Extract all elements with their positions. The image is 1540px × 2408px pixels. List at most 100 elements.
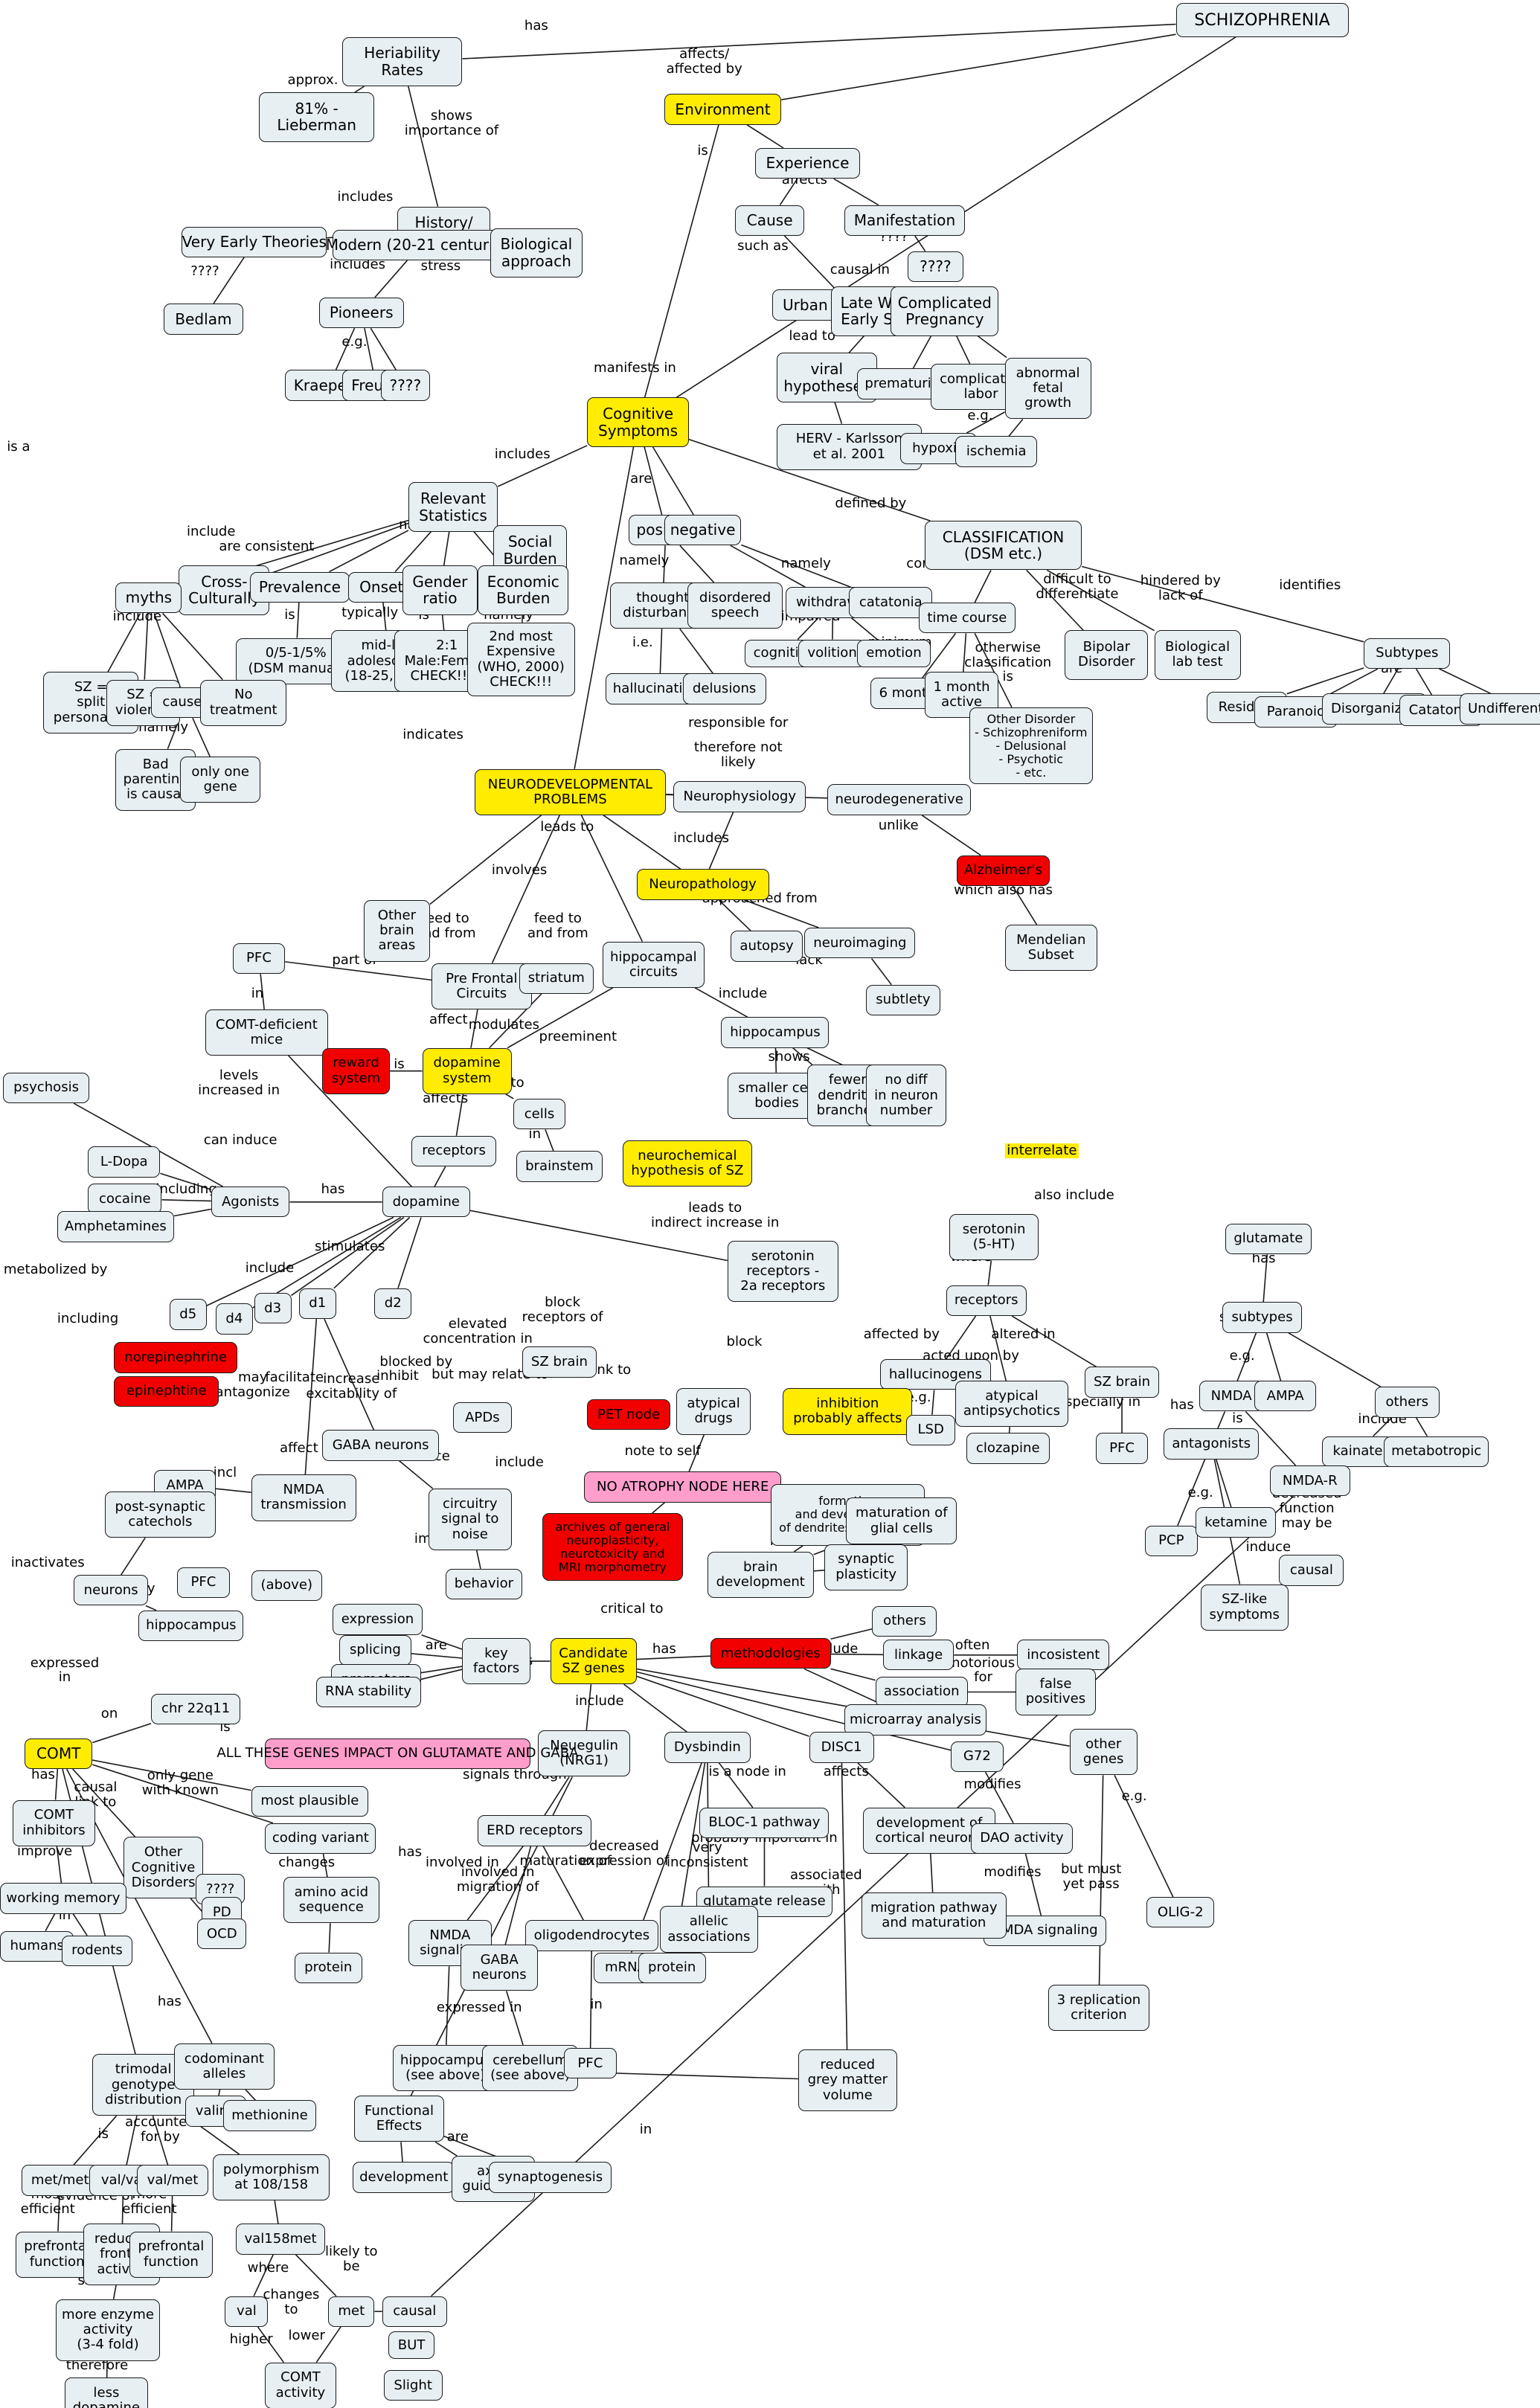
concept-node-functionaleffects[interactable]: Functional Effects	[354, 2096, 444, 2142]
concept-node-neurodev[interactable]: NEURODEVELOPMENTAL PROBLEMS	[475, 768, 666, 815]
concept-node-met[interactable]: met	[328, 2296, 375, 2327]
concept-node-circuitrysn[interactable]: circuitry signal to noise	[428, 1489, 512, 1550]
concept-node-development[interactable]: development	[353, 2162, 455, 2193]
concept-node-schizophrenia[interactable]: SCHIZOPHRENIA	[1175, 3, 1349, 37]
concept-node-above[interactable]: (above)	[251, 1570, 322, 1602]
concept-node-complicpreg[interactable]: Complicated Pregnancy	[891, 286, 999, 336]
concept-node-neuroimaging[interactable]: neuroimaging	[804, 928, 916, 959]
concept-node-norepinephrine[interactable]: norepinephrine	[114, 1342, 237, 1373]
concept-node-chr22q11[interactable]: chr 22q11	[151, 1693, 241, 1724]
concept-node-szlikesym[interactable]: SZ-like symptoms	[1200, 1584, 1289, 1631]
concept-node-disorderedspeech[interactable]: disordered speech	[687, 582, 783, 629]
concept-node-comtactivity[interactable]: COMT activity	[265, 2362, 336, 2408]
concept-node-atypicaldrugs[interactable]: atypical drugs	[676, 1388, 751, 1435]
concept-node-prefrontalfunc2[interactable]: prefrontal function	[129, 2231, 213, 2278]
concept-node-allelicassoc[interactable]: allelic associations	[659, 1906, 759, 1953]
concept-node-catatonia[interactable]: catatonia	[849, 587, 933, 618]
concept-node-val[interactable]: val	[225, 2296, 269, 2327]
concept-node-environment[interactable]: Environment	[664, 94, 782, 125]
concept-node-metabotropic[interactable]: metabotropic	[1384, 1436, 1489, 1468]
concept-node-dopaminesystem[interactable]: dopamine system	[422, 1047, 512, 1094]
concept-node-cognitivesym[interactable]: Cognitive Symptoms	[587, 397, 689, 447]
concept-node-hippocampalcirc[interactable]: hippocampal circuits	[602, 941, 705, 988]
concept-node-brainstem[interactable]: brainstem	[516, 1151, 603, 1182]
concept-node-agonists[interactable]: Agonists	[211, 1187, 290, 1218]
concept-node-negative[interactable]: negative	[664, 514, 742, 546]
concept-node-migrationpath[interactable]: migration pathway and maturation	[861, 1892, 1007, 1939]
concept-node-ldopa[interactable]: L-Dopa	[88, 1146, 161, 1178]
concept-node-workingmemory[interactable]: working memory	[0, 1883, 126, 1914]
concept-node-codingvariant[interactable]: coding variant	[265, 1823, 376, 1854]
concept-node-onlyonegene[interactable]: only one gene	[180, 757, 261, 803]
concept-node-others_meth[interactable]: others	[872, 1605, 937, 1637]
concept-node-oligodendrocytes[interactable]: oligodendrocytes	[525, 1920, 658, 1951]
concept-node-methodologies[interactable]: methodologies	[710, 1638, 831, 1669]
concept-node-otherdisorder[interactable]: Other Disorder - Schizophreniform - Delu…	[969, 707, 1093, 785]
concept-node-bloc1[interactable]: BLOC-1 pathway	[699, 1807, 830, 1839]
concept-node-amphetamines[interactable]: Amphetamines	[57, 1211, 175, 1242]
concept-node-kainate[interactable]: kainate	[1322, 1436, 1393, 1468]
concept-node-pioneers[interactable]: Pioneers	[318, 297, 404, 329]
concept-node-dopamine[interactable]: dopamine	[382, 1187, 470, 1218]
concept-node-daoactivity[interactable]: DAO activity	[971, 1823, 1073, 1854]
concept-node-myths[interactable]: myths	[115, 582, 182, 614]
concept-node-codominant[interactable]: codominant alleles	[174, 2043, 275, 2090]
concept-node-bioapproach[interactable]: Biological approach	[490, 228, 583, 277]
concept-node-smallercell[interactable]: smaller cell bodies	[727, 1072, 827, 1119]
concept-node-methionine[interactable]: methionine	[223, 2100, 316, 2131]
concept-node-polymorphism[interactable]: polymorphism at 108/158	[212, 2154, 330, 2201]
concept-node-rewardsystem[interactable]: reward system	[321, 1047, 391, 1094]
concept-node-linkage[interactable]: linkage	[882, 1640, 955, 1671]
concept-node-archives[interactable]: archives of general neuroplasticity, neu…	[542, 1513, 683, 1582]
concept-node-relevantstats[interactable]: Relevant Statistics	[408, 482, 498, 532]
concept-node-metmet[interactable]: met/met	[22, 2165, 99, 2196]
concept-node-othergenes[interactable]: other genes	[1069, 1729, 1138, 1776]
concept-node-slight[interactable]: Slight	[383, 2369, 443, 2401]
concept-node-abnormalfetal[interactable]: abnormal fetal growth	[1004, 357, 1091, 420]
concept-node-experience[interactable]: Experience	[755, 147, 860, 179]
concept-node-genderratio[interactable]: Gender ratio	[402, 565, 478, 615]
concept-node-inhibition[interactable]: inhibition probably affects	[783, 1388, 913, 1435]
concept-node-apds[interactable]: APDs	[453, 1402, 512, 1433]
concept-node-nodiffneuron[interactable]: no diff in neuron number	[866, 1065, 946, 1127]
concept-node-aminoacid[interactable]: amino acid sequence	[283, 1877, 379, 1924]
concept-node-serotonin[interactable]: serotonin (5-HT)	[949, 1214, 1039, 1261]
concept-node-expression[interactable]: expression	[333, 1604, 423, 1635]
concept-node-mendelian[interactable]: Mendelian Subset	[1004, 924, 1097, 972]
concept-node-biolabtest[interactable]: Biological lab test	[1154, 630, 1241, 680]
concept-node-threerep[interactable]: 3 replication criterion	[1047, 1985, 1150, 2032]
concept-node-classification[interactable]: CLASSIFICATION (DSM etc.)	[924, 521, 1082, 571]
concept-node-nmdatrans[interactable]: NMDA transmission	[251, 1474, 356, 1521]
concept-node-prefrontalcirc[interactable]: Pre Frontal Circuits	[431, 963, 532, 1009]
concept-node-pfc_ser[interactable]: PFC	[1095, 1433, 1149, 1464]
concept-node-neurons_bl[interactable]: neurons	[74, 1575, 148, 1606]
concept-node-bipolar[interactable]: Bipolar Disorder	[1065, 630, 1149, 680]
concept-node-comt[interactable]: COMT	[25, 1738, 93, 1770]
concept-node-petnode[interactable]: PET node	[587, 1399, 671, 1431]
concept-node-allgenes[interactable]: ALL THESE GENES IMPACT ON GLUTAMATE AND …	[216, 1738, 579, 1770]
concept-node-humans[interactable]: humans	[0, 1930, 74, 1962]
concept-node-prevalence[interactable]: Prevalence	[249, 571, 350, 603]
concept-node-but[interactable]: BUT	[388, 2331, 435, 2360]
concept-node-hippocampus_bl[interactable]: hippocampus	[138, 1610, 244, 1642]
concept-node-d4[interactable]: d4	[216, 1303, 253, 1335]
concept-node-synaptogenesis[interactable]: synaptogenesis	[488, 2162, 612, 2193]
concept-node-maturationglial[interactable]: maturation of glial cells	[846, 1497, 957, 1544]
concept-node-comtinhibitors[interactable]: COMT inhibitors	[12, 1799, 96, 1846]
concept-node-d2[interactable]: d2	[374, 1288, 412, 1320]
concept-node-antagonists[interactable]: antagonists	[1163, 1428, 1260, 1460]
concept-node-subtypes_glu[interactable]: subtypes	[1222, 1302, 1303, 1333]
concept-node-modern[interactable]: Modern (20-21 centuries)	[326, 229, 516, 261]
concept-node-causal_bot[interactable]: causal	[382, 2296, 447, 2327]
concept-node-keyfactors[interactable]: key factors	[462, 1638, 530, 1685]
concept-node-neurochemhyp[interactable]: neurochemical hypothesis of SZ	[622, 1140, 752, 1187]
concept-node-reducedgrey[interactable]: reduced grey matter volume	[798, 2049, 897, 2111]
concept-node-notreatment[interactable]: No treatment	[200, 679, 287, 726]
concept-node-lieberman[interactable]: 81% - Lieberman	[259, 92, 375, 142]
concept-node-delusions[interactable]: delusions	[682, 673, 766, 704]
concept-node-striatum[interactable]: striatum	[519, 963, 594, 995]
concept-node-subtlety[interactable]: subtlety	[866, 984, 940, 1016]
concept-node-g72[interactable]: G72	[951, 1741, 1004, 1773]
concept-node-gabaneurons_nrg[interactable]: GABA neurons	[461, 1945, 538, 1991]
concept-node-economicburden[interactable]: Economic Burden	[478, 565, 569, 615]
